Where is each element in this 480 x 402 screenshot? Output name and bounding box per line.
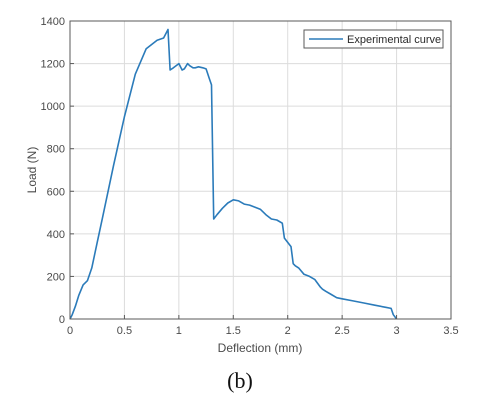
x-tick-label: 2 [285, 325, 291, 337]
legend-label: Experimental curve [347, 34, 441, 46]
y-axis-title: Load (N) [25, 147, 39, 194]
x-tick-label: 3 [394, 325, 400, 337]
plot-frame [69, 20, 452, 320]
series-layer [69, 28, 398, 320]
x-tick-label: 2.5 [334, 325, 349, 337]
y-axis-ticks: 0 200 400 600 800 1000 1200 1400 [41, 16, 74, 326]
x-tick-label: 0.5 [117, 325, 132, 337]
plot-area [70, 21, 451, 319]
x-tick-label: 0 [67, 325, 73, 337]
x-tick-label: 3.5 [443, 325, 458, 337]
y-tick-label: 600 [47, 186, 65, 198]
y-tick-label: 1000 [41, 101, 65, 113]
y-tick-label: 0 [59, 314, 65, 326]
x-tick-label: 1.5 [226, 325, 241, 337]
series-line-experimental-curve [69, 28, 398, 320]
x-axis-title: Deflection (mm) [218, 341, 303, 355]
grid [69, 20, 452, 320]
x-tick-label: 1 [176, 325, 182, 337]
y-tick-label: 1200 [41, 59, 65, 71]
y-tick-label: 400 [47, 229, 65, 241]
figure-caption: (b) [227, 368, 253, 393]
y-tick-label: 1400 [41, 16, 65, 28]
legend: Experimental curve [303, 29, 444, 49]
legend-box [303, 29, 444, 49]
x-axis-ticks: 0 0.5 1 1.5 2 2.5 3 3.5 [67, 315, 459, 337]
y-tick-label: 800 [47, 144, 65, 156]
y-tick-label: 200 [47, 271, 65, 283]
